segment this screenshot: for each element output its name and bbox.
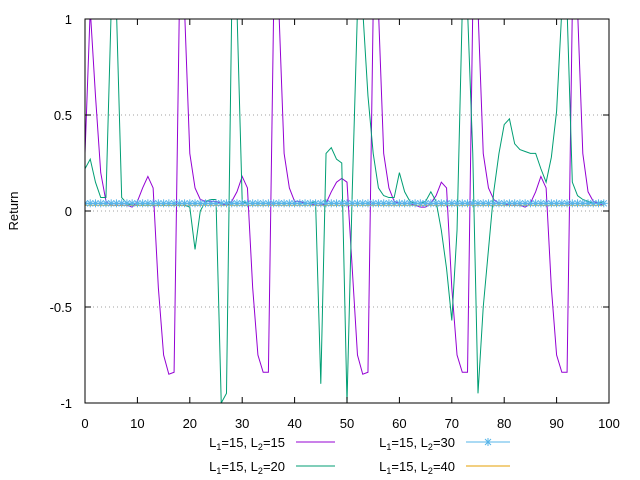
x-tick-label: 50 xyxy=(340,416,354,431)
x-tick-label: 70 xyxy=(445,416,459,431)
series-point xyxy=(217,199,226,208)
series-point xyxy=(91,199,100,208)
y-axis-label: Return xyxy=(6,191,21,230)
legend-item: L1=15, L2=40 xyxy=(379,459,510,476)
series-point xyxy=(238,199,247,208)
series-point xyxy=(474,199,482,208)
legend-label: L1=15, L2=20 xyxy=(209,459,285,476)
legend-marker xyxy=(484,438,492,446)
series-point xyxy=(285,199,294,208)
series-point xyxy=(563,199,572,208)
series-point xyxy=(180,199,189,208)
legend-item: L1=15, L2=30 xyxy=(379,435,510,452)
series-point xyxy=(143,199,152,208)
y-tick-label: 0.5 xyxy=(54,108,72,123)
series-point xyxy=(468,199,477,208)
series-point xyxy=(316,199,325,208)
series-point xyxy=(170,199,179,208)
series-point xyxy=(259,199,268,208)
series-point xyxy=(343,199,351,208)
series-point xyxy=(536,199,545,208)
x-tick-label: 30 xyxy=(235,416,249,431)
legend-item: L1=15, L2=15 xyxy=(209,435,335,452)
series-point xyxy=(411,199,420,208)
x-tick-label: 60 xyxy=(392,416,406,431)
x-tick-label: 40 xyxy=(287,416,301,431)
grid-lines xyxy=(85,114,609,308)
series-point xyxy=(374,199,383,208)
x-tick-label: 0 xyxy=(81,416,88,431)
x-tick-label: 10 xyxy=(130,416,144,431)
series-point xyxy=(369,199,378,208)
x-tick-label: 100 xyxy=(598,416,620,431)
y-tick-label: 1 xyxy=(65,12,72,27)
series-point xyxy=(599,199,608,208)
series-point xyxy=(578,199,587,208)
series-point xyxy=(416,199,425,208)
x-tick-label: 90 xyxy=(549,416,563,431)
series-point xyxy=(515,199,524,208)
series-point xyxy=(453,199,462,208)
series-markers xyxy=(85,199,608,208)
legend-label: L1=15, L2=15 xyxy=(209,435,285,452)
y-tick-label: -0.5 xyxy=(50,300,72,315)
series-point xyxy=(280,199,289,208)
x-tick-labels: 0 10 20 30 40 50 60 70 80 90 100 xyxy=(81,416,619,431)
plot-frame xyxy=(84,18,610,404)
y-tick-label: 0 xyxy=(65,204,72,219)
series-point xyxy=(384,199,393,208)
series-point xyxy=(86,199,95,208)
legend-item: L1=15, L2=20 xyxy=(209,459,335,476)
series-point xyxy=(390,199,399,208)
x-tick-label: 80 xyxy=(497,416,511,431)
axis-ticks xyxy=(84,18,610,404)
series-point xyxy=(306,199,315,208)
series-point xyxy=(510,199,519,208)
y-tick-labels: 1 0.5 0 -0.5 -1 xyxy=(50,12,72,411)
series-point xyxy=(379,199,388,208)
legend-label: L1=15, L2=30 xyxy=(379,435,455,452)
series-point xyxy=(363,199,372,208)
series-line-1 xyxy=(85,19,604,375)
legend: L1=15, L2=15 L1=15, L2=20 L1=15, L2=30 L1=1… xyxy=(209,435,510,476)
series-point xyxy=(154,199,163,208)
series-point xyxy=(421,199,430,208)
series-point xyxy=(264,199,273,208)
x-tick-label: 20 xyxy=(183,416,197,431)
series-point xyxy=(322,199,331,208)
y-tick-label: -1 xyxy=(60,396,72,411)
legend-label: L1=15, L2=40 xyxy=(379,459,455,476)
